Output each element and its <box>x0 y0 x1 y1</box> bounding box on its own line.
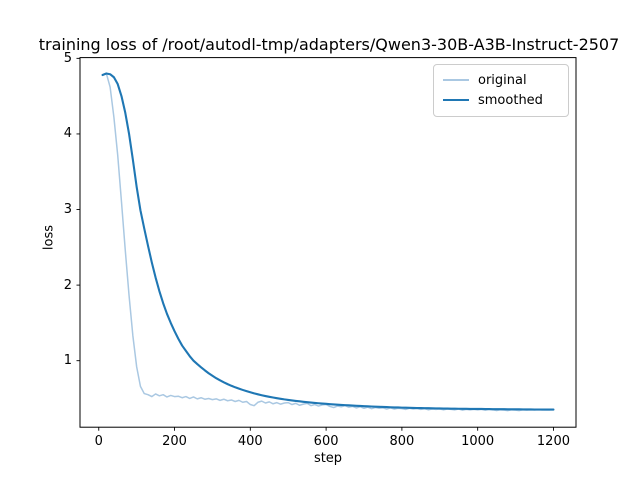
x-tick-label: 1000 <box>461 433 495 449</box>
x-tick-label: 400 <box>237 433 263 449</box>
y-tick-label: 2 <box>63 277 72 293</box>
chart-title: training loss of /root/autodl-tmp/adapte… <box>38 35 620 54</box>
legend-item-original: original <box>443 70 559 90</box>
smoothed-loss-line <box>101 72 555 411</box>
x-tick-label: 0 <box>94 433 103 449</box>
legend: original smoothed <box>433 64 569 117</box>
original-loss-line <box>101 72 555 412</box>
legend-item-smoothed: smoothed <box>443 90 559 110</box>
x-axis-label: step <box>313 451 343 466</box>
y-tick-label: 1 <box>63 353 72 369</box>
x-tick-label: 200 <box>162 433 187 449</box>
x-tick-label: 800 <box>389 433 415 449</box>
legend-label-smoothed: smoothed <box>478 92 543 108</box>
y-tick-label: 3 <box>63 202 72 218</box>
axes-spines <box>79 57 577 428</box>
y-tick-label: 4 <box>63 126 72 142</box>
smoothed-line-swatch <box>443 99 469 101</box>
legend-label-original: original <box>478 72 527 88</box>
x-tick-label: 1200 <box>536 433 570 449</box>
y-tick-label: 5 <box>63 50 72 66</box>
original-line-swatch <box>443 79 469 81</box>
x-tick-label: 600 <box>313 433 339 449</box>
